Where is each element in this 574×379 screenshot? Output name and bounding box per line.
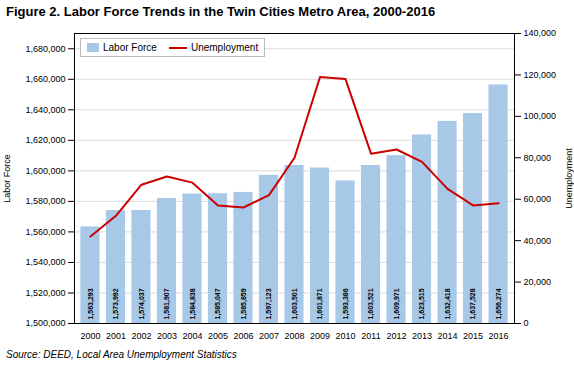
svg-text:2014: 2014 bbox=[438, 331, 458, 341]
svg-text:1,603,501: 1,603,501 bbox=[291, 288, 299, 319]
svg-text:1,573,992: 1,573,992 bbox=[112, 288, 120, 319]
svg-text:1,593,386: 1,593,386 bbox=[342, 288, 350, 319]
svg-text:1,585,047: 1,585,047 bbox=[214, 288, 222, 319]
svg-text:1,601,871: 1,601,871 bbox=[316, 288, 324, 319]
svg-text:2002: 2002 bbox=[131, 331, 151, 341]
svg-text:2001: 2001 bbox=[106, 331, 126, 341]
svg-text:1,680,000: 1,680,000 bbox=[25, 44, 65, 54]
html-text:Figure 2. Labor Force Trends i: Figure 2. Labor Force Trends in the Twin… bbox=[6, 4, 436, 19]
svg-text:2009: 2009 bbox=[310, 331, 330, 341]
svg-text:1,620,000: 1,620,000 bbox=[25, 135, 65, 145]
svg-text:Labor Force: Labor Force bbox=[2, 154, 12, 203]
svg-text:1,520,000: 1,520,000 bbox=[25, 288, 65, 298]
svg-text:2010: 2010 bbox=[335, 331, 355, 341]
svg-text:1,585,859: 1,585,859 bbox=[240, 288, 248, 319]
svg-text:2003: 2003 bbox=[157, 331, 177, 341]
svg-text:1,609,971: 1,609,971 bbox=[393, 288, 401, 319]
svg-text:1,574,037: 1,574,037 bbox=[138, 288, 146, 319]
svg-text:1,640,000: 1,640,000 bbox=[25, 105, 65, 115]
html-text:Source: DEED, Local Area Unemp: Source: DEED, Local Area Unemployment St… bbox=[6, 349, 237, 360]
svg-text:20,000: 20,000 bbox=[524, 277, 552, 287]
svg-text:1,584,838: 1,584,838 bbox=[189, 288, 197, 319]
svg-text:2004: 2004 bbox=[182, 331, 202, 341]
svg-text:1,563,293: 1,563,293 bbox=[87, 288, 95, 319]
svg-text:1,540,000: 1,540,000 bbox=[25, 257, 65, 267]
svg-text:100,000: 100,000 bbox=[524, 111, 557, 121]
svg-text:2005: 2005 bbox=[208, 331, 228, 341]
svg-text:2013: 2013 bbox=[412, 331, 432, 341]
svg-text:2006: 2006 bbox=[233, 331, 253, 341]
svg-text:1,632,418: 1,632,418 bbox=[444, 288, 452, 319]
svg-text:1,656,274: 1,656,274 bbox=[495, 288, 503, 319]
svg-text:1,597,123: 1,597,123 bbox=[265, 288, 273, 319]
svg-text:2016: 2016 bbox=[489, 331, 509, 341]
svg-text:2008: 2008 bbox=[284, 331, 304, 341]
svg-text:140,000: 140,000 bbox=[524, 28, 557, 38]
svg-text:1,637,528: 1,637,528 bbox=[469, 288, 477, 319]
svg-text:1,581,907: 1,581,907 bbox=[163, 288, 171, 319]
svg-text:1,660,000: 1,660,000 bbox=[25, 74, 65, 84]
svg-text:1,623,515: 1,623,515 bbox=[418, 288, 426, 319]
svg-text:1,560,000: 1,560,000 bbox=[25, 227, 65, 237]
svg-text:0: 0 bbox=[524, 318, 529, 328]
svg-text:2012: 2012 bbox=[387, 331, 407, 341]
svg-text:40,000: 40,000 bbox=[524, 236, 552, 246]
svg-text:2007: 2007 bbox=[259, 331, 279, 341]
svg-text:60,000: 60,000 bbox=[524, 194, 552, 204]
svg-text:2011: 2011 bbox=[361, 331, 380, 341]
svg-text:80,000: 80,000 bbox=[524, 153, 552, 163]
svg-text:2000: 2000 bbox=[80, 331, 100, 341]
svg-text:Unemployment: Unemployment bbox=[564, 148, 574, 209]
html-text:Labor Force: Labor Force bbox=[103, 42, 157, 53]
svg-text:2015: 2015 bbox=[463, 331, 483, 341]
svg-text:1,603,521: 1,603,521 bbox=[367, 288, 375, 319]
svg-text:1,500,000: 1,500,000 bbox=[25, 318, 65, 328]
svg-text:120,000: 120,000 bbox=[524, 70, 557, 80]
html-text:Unemployment: Unemployment bbox=[190, 42, 259, 53]
svg-text:1,600,000: 1,600,000 bbox=[25, 166, 65, 176]
svg-text:1,580,000: 1,580,000 bbox=[25, 196, 65, 206]
